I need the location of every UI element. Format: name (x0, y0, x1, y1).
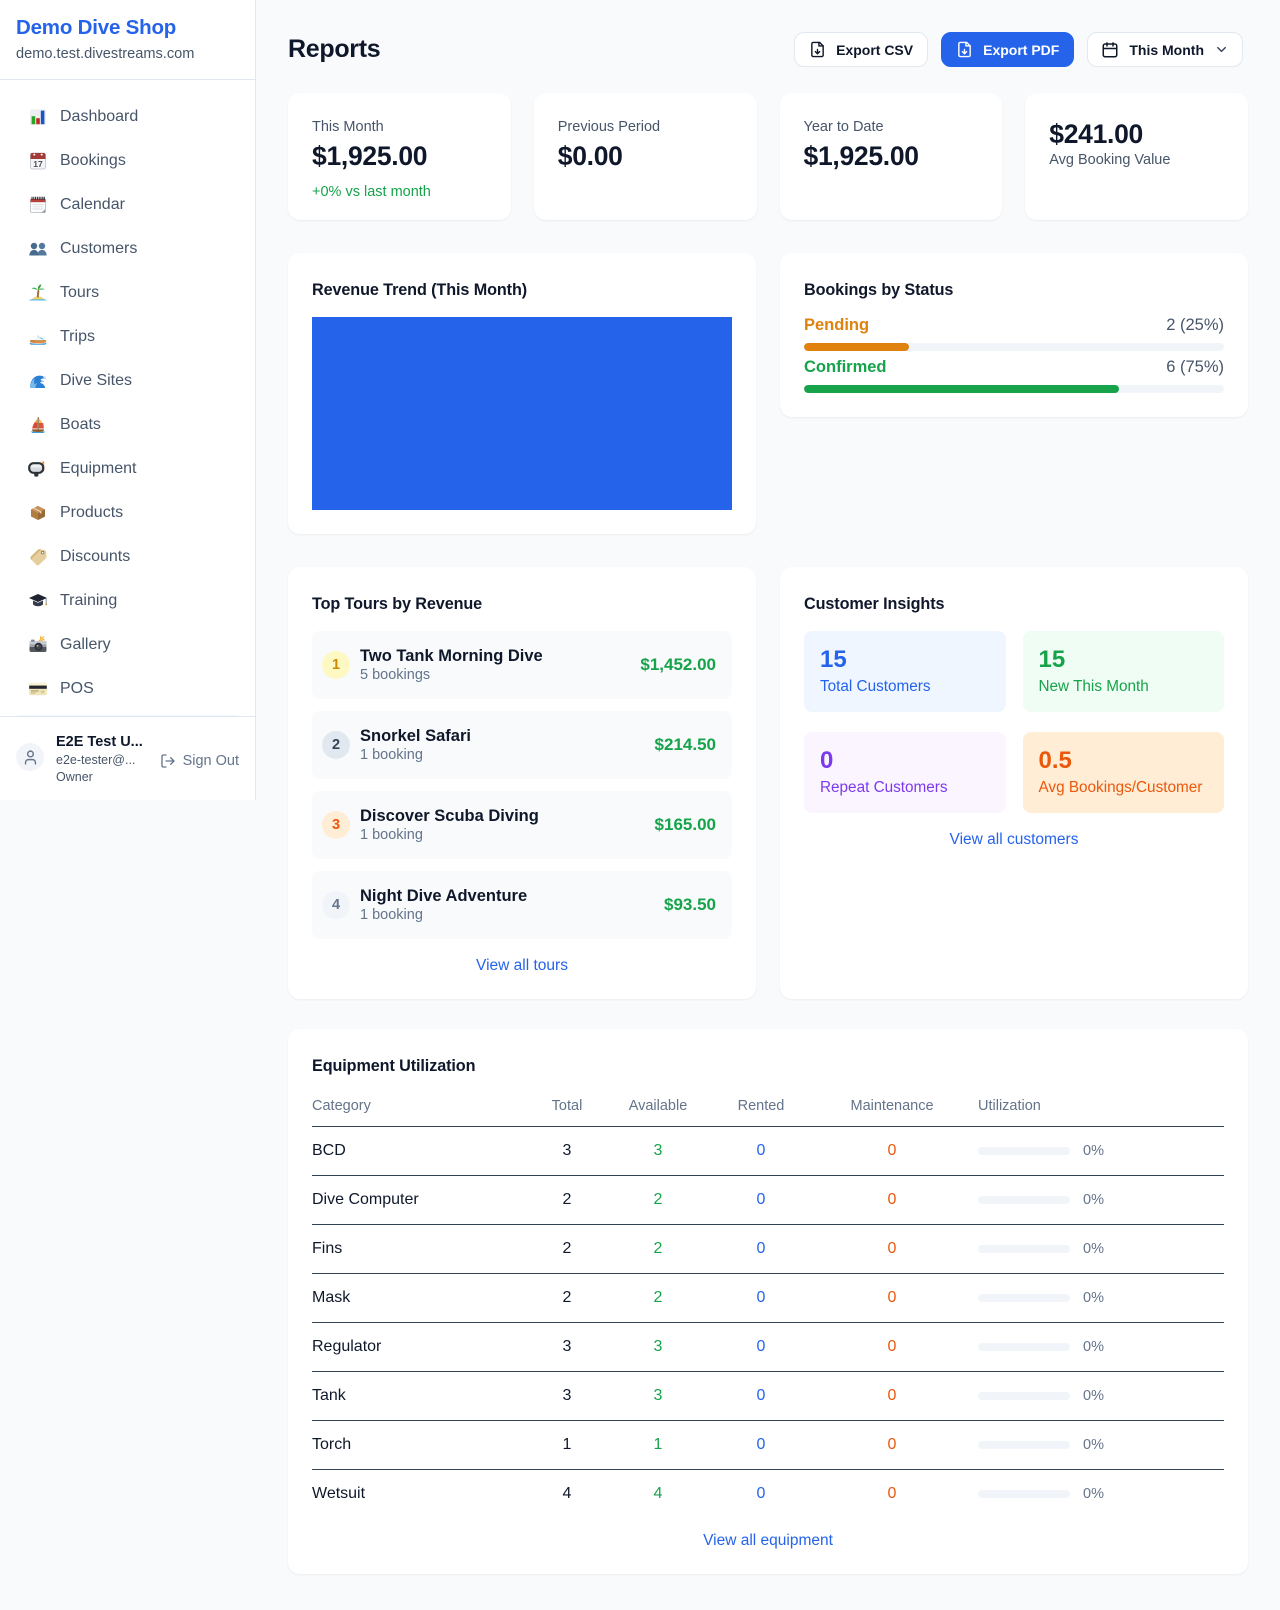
svg-text:17: 17 (33, 159, 43, 169)
